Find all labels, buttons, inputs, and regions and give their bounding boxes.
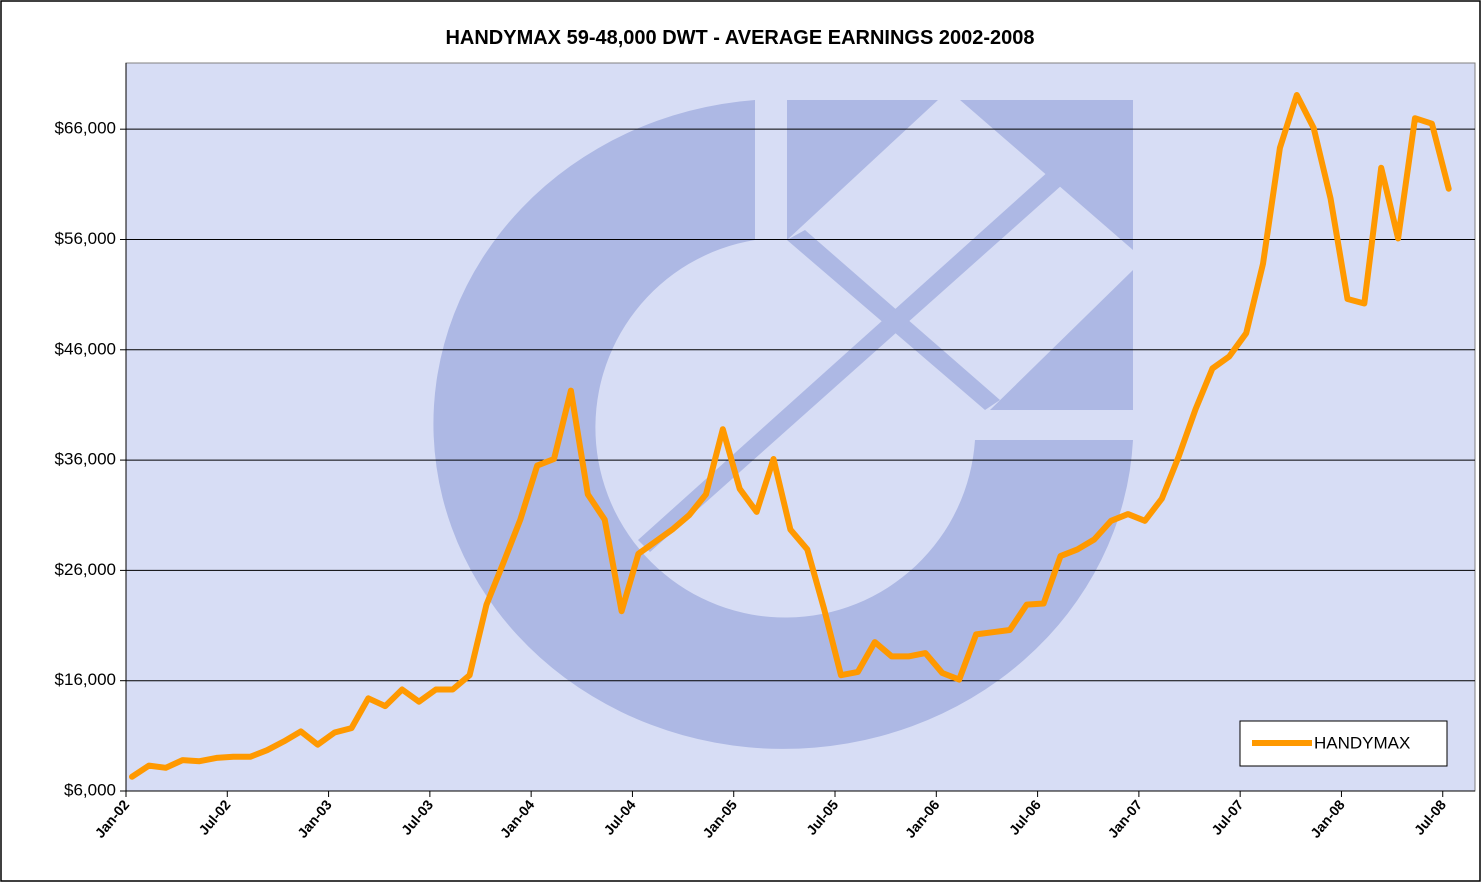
watermark-logo <box>433 100 1133 749</box>
y-tick-label: $36,000 <box>55 450 116 469</box>
y-tick-label: $26,000 <box>55 560 116 579</box>
series-line <box>129 92 1452 780</box>
y-tick-label: $66,000 <box>55 119 116 138</box>
y-tick-label: $6,000 <box>64 780 116 799</box>
legend: HANDYMAX <box>1239 720 1448 767</box>
chart-title: HANDYMAX 59-48,000 DWT - AVERAGE EARNING… <box>445 27 1034 49</box>
y-tick-label: $56,000 <box>55 229 116 248</box>
legend-label: HANDYMAX <box>1314 733 1410 752</box>
y-tick-label: $46,000 <box>55 339 116 358</box>
y-tick-label: $16,000 <box>55 670 116 689</box>
